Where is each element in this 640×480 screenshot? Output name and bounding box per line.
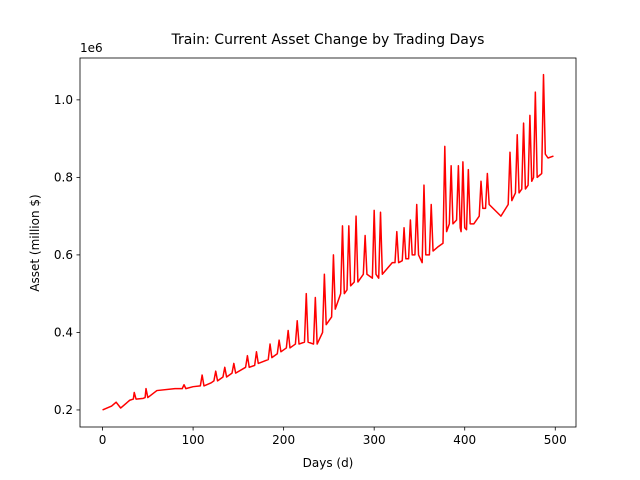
data-line bbox=[102, 73, 554, 411]
y-tick-label: 1.0 bbox=[54, 93, 73, 107]
plot-frame bbox=[79, 57, 577, 428]
chart-title: Train: Current Asset Change by Trading D… bbox=[171, 32, 485, 48]
x-tick-label: 400 bbox=[453, 433, 476, 447]
y-tick-label: 0.4 bbox=[54, 325, 73, 339]
x-tick-label: 300 bbox=[363, 433, 386, 447]
x-tick-label: 500 bbox=[544, 433, 567, 447]
x-tick-label: 200 bbox=[272, 433, 295, 447]
y-axis-label: Asset (million $) bbox=[28, 194, 42, 291]
x-tick-label: 100 bbox=[182, 433, 205, 447]
y-tick-label: 0.8 bbox=[54, 170, 73, 184]
y-tick-label: 0.6 bbox=[54, 248, 73, 262]
y-offset-label: 1e6 bbox=[80, 41, 103, 55]
y-tick-label: 0.2 bbox=[54, 403, 73, 417]
x-axis-label: Days (d) bbox=[303, 456, 354, 470]
x-tick-label: 0 bbox=[99, 433, 107, 447]
